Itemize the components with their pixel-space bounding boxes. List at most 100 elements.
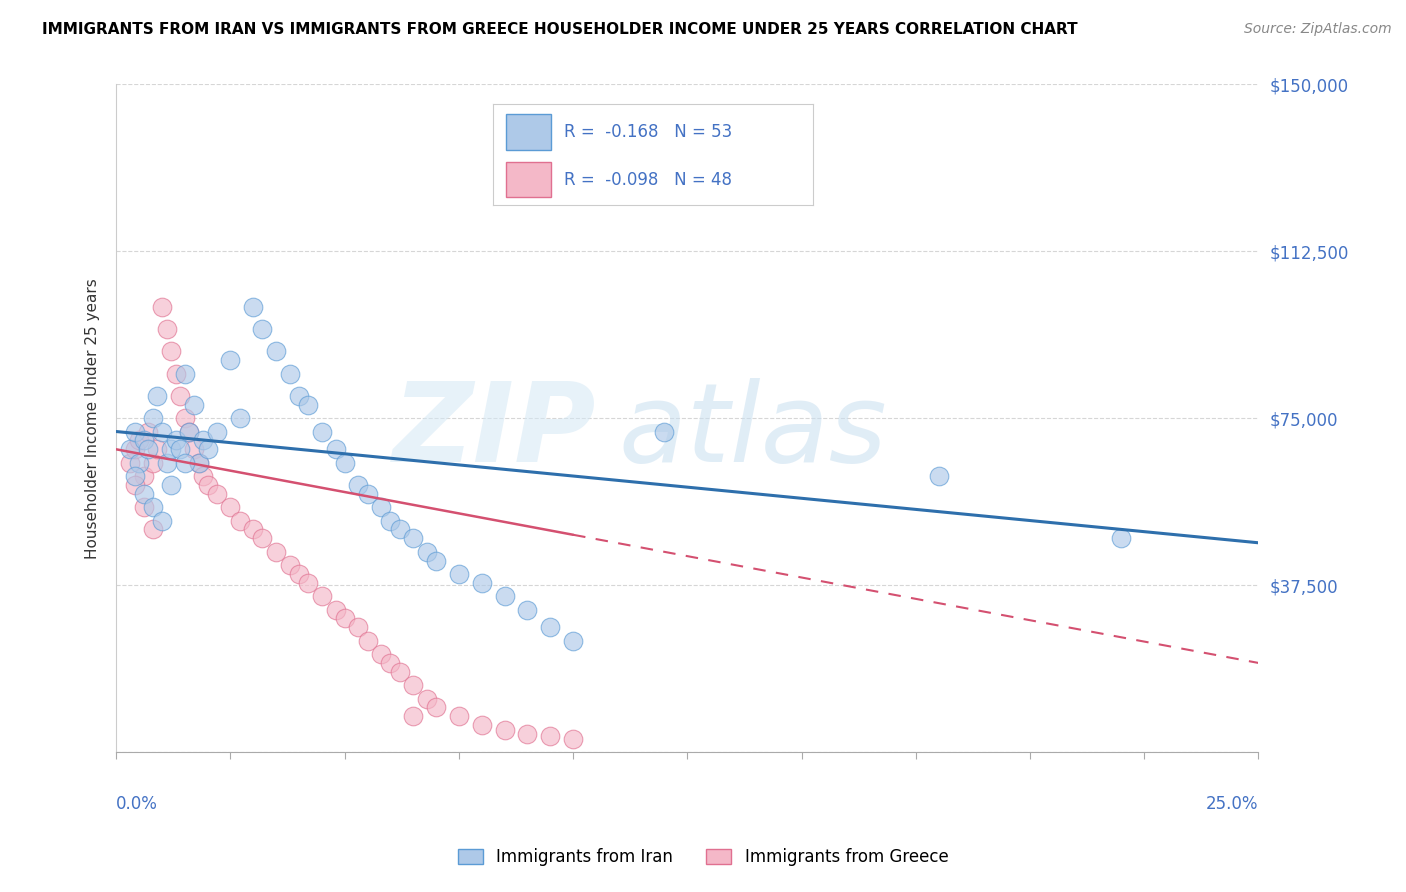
Point [142, 523, 165, 537]
Point [155, 322, 177, 336]
Point [562, 633, 585, 648]
Point [297, 398, 319, 412]
Point [471, 575, 494, 590]
Point [132, 434, 155, 448]
Text: atlas: atlas [619, 378, 887, 485]
Point [124, 478, 146, 492]
Point [165, 367, 187, 381]
Point [311, 589, 333, 603]
Point [416, 691, 439, 706]
Point [425, 700, 447, 714]
Point [425, 553, 447, 567]
Point [219, 353, 242, 368]
Point [146, 389, 169, 403]
Point [205, 425, 228, 439]
Point [278, 558, 301, 572]
Point [562, 731, 585, 746]
Point [370, 647, 392, 661]
Point [183, 398, 205, 412]
Point [160, 478, 183, 492]
Point [205, 487, 228, 501]
Point [347, 478, 370, 492]
Point [191, 469, 214, 483]
Point [928, 469, 950, 483]
Point [128, 456, 150, 470]
Point [447, 709, 470, 723]
Point [333, 456, 356, 470]
Point [132, 487, 155, 501]
Point [169, 389, 191, 403]
Point [132, 500, 155, 515]
Point [132, 469, 155, 483]
Point [173, 456, 195, 470]
Point [516, 602, 538, 616]
Text: IMMIGRANTS FROM IRAN VS IMMIGRANTS FROM GREECE HOUSEHOLDER INCOME UNDER 25 YEARS: IMMIGRANTS FROM IRAN VS IMMIGRANTS FROM … [42, 22, 1078, 37]
Point [173, 367, 195, 381]
Text: ZIP: ZIP [392, 378, 596, 485]
Y-axis label: Householder Income Under 25 years: Householder Income Under 25 years [86, 277, 100, 558]
Point [1111, 532, 1133, 546]
Point [356, 633, 378, 648]
Point [136, 425, 159, 439]
Point [388, 523, 411, 537]
Text: 25.0%: 25.0% [1206, 796, 1258, 814]
Point [118, 442, 141, 457]
Point [197, 478, 219, 492]
Point [288, 566, 311, 581]
Point [136, 442, 159, 457]
Point [219, 500, 242, 515]
Point [183, 442, 205, 457]
Point [124, 469, 146, 483]
Point [160, 442, 183, 457]
Point [142, 456, 165, 470]
Point [494, 723, 516, 737]
Point [179, 425, 201, 439]
Point [325, 602, 347, 616]
Point [165, 434, 187, 448]
Point [252, 322, 274, 336]
Point [402, 532, 425, 546]
Point [380, 656, 402, 670]
Point [160, 344, 183, 359]
Point [242, 523, 264, 537]
Point [447, 566, 470, 581]
Point [228, 514, 250, 528]
Point [169, 442, 191, 457]
Point [416, 544, 439, 558]
Point [538, 620, 561, 634]
Point [179, 425, 201, 439]
Point [402, 709, 425, 723]
Point [146, 442, 169, 457]
Point [150, 514, 173, 528]
Point [347, 620, 370, 634]
Point [264, 544, 287, 558]
Point [402, 678, 425, 692]
Point [297, 575, 319, 590]
Point [128, 434, 150, 448]
Point [288, 389, 311, 403]
Point [252, 532, 274, 546]
Point [311, 425, 333, 439]
Point [173, 411, 195, 425]
Point [264, 344, 287, 359]
Point [494, 589, 516, 603]
Point [187, 456, 209, 470]
Point [187, 456, 209, 470]
Point [124, 425, 146, 439]
Point [191, 434, 214, 448]
Point [325, 442, 347, 457]
Point [142, 500, 165, 515]
Point [242, 300, 264, 314]
Point [333, 611, 356, 625]
Point [538, 729, 561, 743]
Point [118, 456, 141, 470]
Point [124, 442, 146, 457]
Point [380, 514, 402, 528]
Point [228, 411, 250, 425]
Point [471, 718, 494, 732]
Text: Source: ZipAtlas.com: Source: ZipAtlas.com [1244, 22, 1392, 37]
Point [197, 442, 219, 457]
Point [278, 367, 301, 381]
Point [150, 300, 173, 314]
Text: 0.0%: 0.0% [117, 796, 157, 814]
